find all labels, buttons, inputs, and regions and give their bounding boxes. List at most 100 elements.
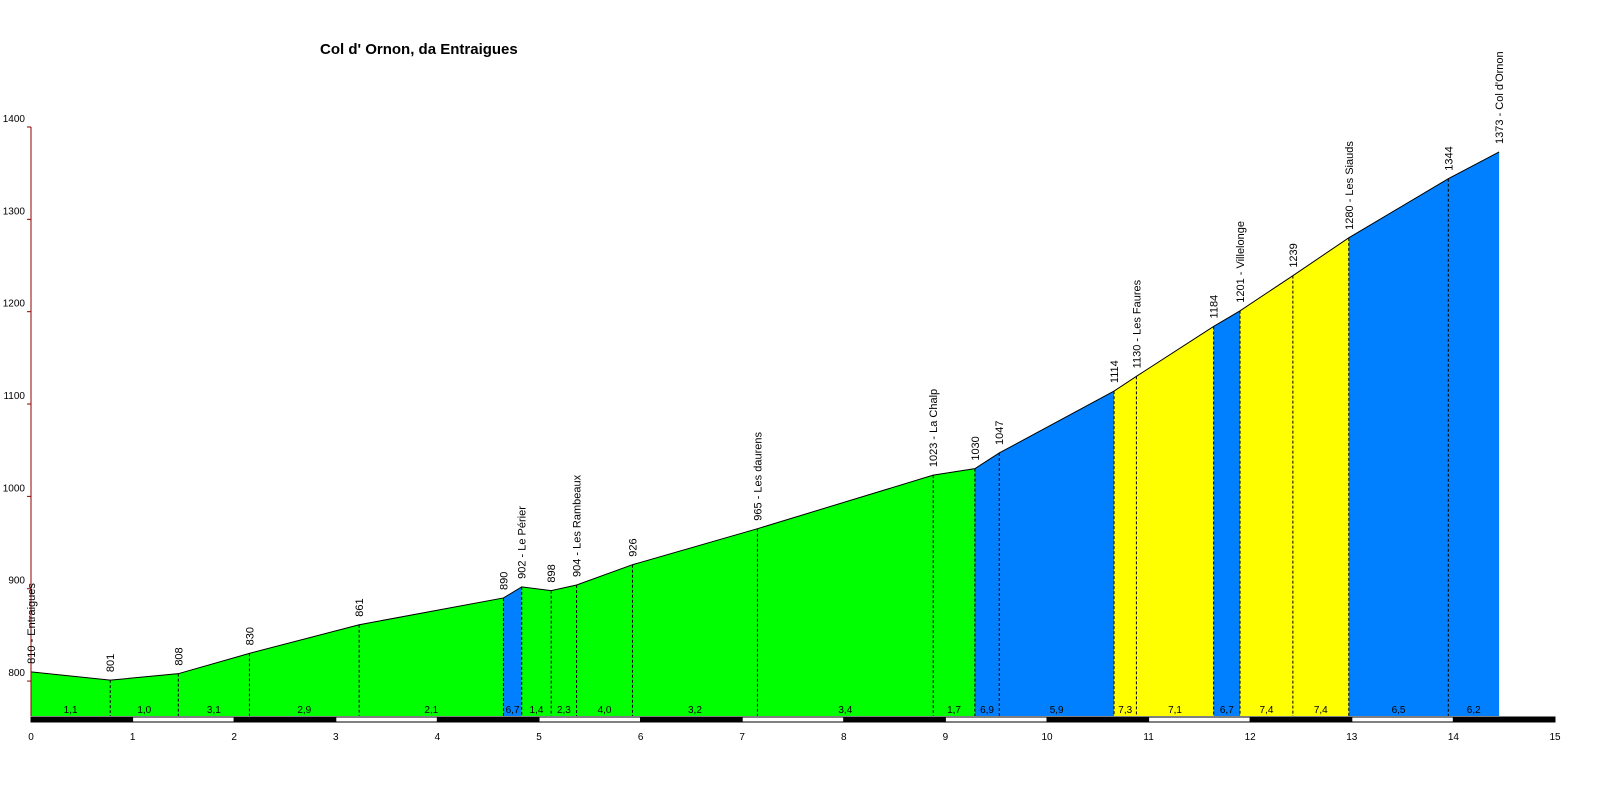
point-label-4: 861: [354, 598, 366, 616]
x-tick-label-10: 10: [1041, 732, 1053, 743]
gradient-label-13: 5,9: [1050, 705, 1064, 716]
point-label-0: 810 - Entraigues: [26, 583, 38, 664]
km-bar-layer: [30, 716, 1556, 723]
gradient-label-15: 7,1: [1168, 705, 1182, 716]
segment-fill-5: [503, 586, 522, 716]
km-bar-0: [30, 716, 134, 723]
x-tick-label-4: 4: [435, 732, 441, 743]
profile-fill-layer: [31, 151, 1500, 717]
point-label-9: 926: [627, 538, 639, 556]
km-bar-5: [538, 716, 642, 723]
gradient-label-11: 1,7: [947, 705, 961, 716]
point-label-layer: 810 - Entraigues 801 808 830 861 890 902 - Le …: [26, 51, 1506, 672]
point-label-19: 1280 - Les Siauds: [1344, 141, 1356, 230]
point-label-20: 1344: [1443, 146, 1455, 170]
chart-title: Col d' Ornon, da Entraigues: [320, 41, 518, 58]
point-label-2: 808: [173, 647, 185, 665]
x-tick-label-2: 2: [231, 732, 237, 743]
km-bar-11: [1148, 716, 1251, 723]
gradient-label-3: 2,9: [297, 705, 311, 716]
point-label-21: 1373 - Col d'Ornon: [1494, 51, 1506, 144]
y-tick-label-6: 1400: [3, 114, 26, 125]
y-tick-label-4: 1200: [3, 299, 26, 310]
km-bar-3: [335, 716, 438, 723]
gradient-label-20: 6,2: [1467, 705, 1481, 716]
x-tick-label-6: 6: [638, 732, 644, 743]
point-label-6: 902 - Le Périer: [517, 506, 529, 579]
segment-fill-11: [933, 468, 975, 716]
segment-fill-16: [1213, 310, 1241, 716]
segment-fill-0: [31, 671, 111, 716]
gradient-label-14: 7,3: [1118, 705, 1132, 716]
km-bar-9: [944, 716, 1048, 723]
x-tick-label-9: 9: [943, 732, 949, 743]
gradient-label-18: 7,4: [1314, 705, 1328, 716]
point-label-12: 1030: [970, 436, 982, 460]
point-label-10: 965 - Les daurens: [752, 432, 764, 521]
x-tick-label-0: 0: [28, 732, 34, 743]
point-label-15: 1130 - Les Faures: [1131, 279, 1143, 368]
km-bar-10: [1046, 716, 1150, 723]
km-bar-7: [741, 716, 845, 723]
gradient-label-16: 6,7: [1220, 705, 1234, 716]
gradient-label-4: 2,1: [424, 705, 438, 716]
segment-fill-1: [110, 673, 179, 716]
gradient-label-5: 6,7: [506, 705, 520, 716]
segment-fill-4: [359, 597, 504, 716]
km-bar-13: [1351, 716, 1454, 723]
x-tick-label-11: 11: [1143, 732, 1154, 743]
segment-fill-15: [1136, 326, 1214, 716]
x-tick-label-15: 15: [1549, 732, 1561, 743]
profile-line: [30, 151, 1500, 681]
segment-fill-20: [1448, 151, 1500, 717]
segment-fill-10: [757, 475, 934, 716]
segment-fill-19: [1348, 178, 1449, 716]
x-tick-label-7: 7: [739, 732, 745, 743]
x-tick-label-13: 13: [1346, 732, 1358, 743]
x-tick-label-12: 12: [1245, 732, 1257, 743]
gradient-label-10: 3,4: [838, 705, 852, 716]
point-label-8: 904 - Les Rambeaux: [572, 474, 584, 577]
y-tick-label-3: 1100: [3, 391, 25, 402]
point-label-16: 1184: [1209, 295, 1221, 319]
km-bar-1: [132, 716, 235, 723]
point-label-14: 1114: [1109, 360, 1121, 383]
gradient-label-2: 3,1: [207, 705, 221, 716]
segment-fill-7: [551, 585, 577, 716]
segment-fill-12: [974, 452, 1000, 716]
km-bar-4: [436, 716, 540, 723]
gradient-label-9: 3,2: [688, 705, 702, 716]
km-bar-2: [233, 716, 337, 723]
gradient-label-6: 1,4: [530, 705, 544, 716]
y-tick-label-5: 1300: [3, 206, 26, 217]
gradient-label-8: 4,0: [598, 705, 612, 716]
y-tick-label-1: 900: [8, 576, 25, 587]
y-tick-label-0: 800: [8, 668, 25, 679]
segment-fill-9: [632, 528, 758, 716]
x-tick-label-3: 3: [333, 732, 339, 743]
y-tick-label-2: 1000: [3, 483, 26, 494]
x-tick-label-1: 1: [130, 732, 136, 743]
point-label-7: 898: [546, 564, 558, 582]
km-bar-12: [1249, 716, 1353, 723]
km-bar-6: [640, 716, 743, 723]
gradient-label-7: 2,3: [557, 705, 571, 716]
point-label-1: 801: [105, 654, 117, 672]
segment-fill-8: [576, 564, 633, 716]
gradient-label-0: 1,1: [64, 705, 78, 716]
segment-fill-6: [521, 586, 552, 716]
x-tick-label-14: 14: [1448, 732, 1460, 743]
gradient-label-1: 1,0: [137, 705, 151, 716]
segment-fill-3: [249, 624, 360, 716]
point-label-13: 1047: [994, 420, 1006, 444]
point-label-11: 1023 - La Chalp: [928, 389, 940, 467]
segment-fill-17: [1240, 275, 1293, 716]
segment-fill-13: [999, 391, 1115, 716]
profile-line-layer: [30, 151, 1500, 681]
point-label-17: 1201 - Villelonge: [1235, 221, 1247, 303]
point-label-18: 1239: [1288, 243, 1300, 267]
point-label-3: 830: [244, 627, 256, 645]
point-label-5: 890: [498, 572, 510, 590]
